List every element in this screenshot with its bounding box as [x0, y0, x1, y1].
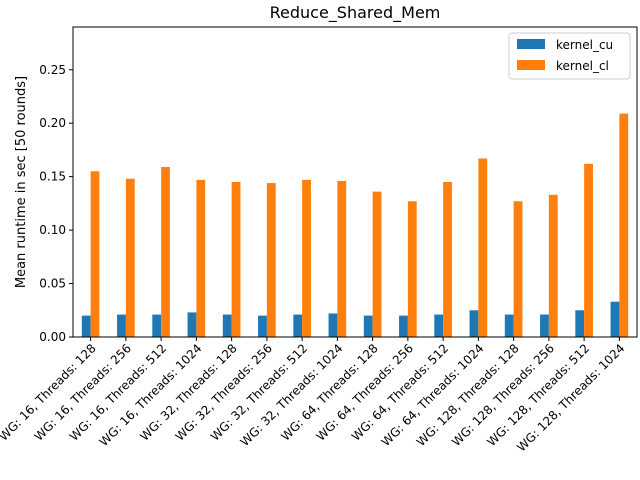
bar-kernel_cl-4 [231, 182, 241, 337]
y-tick-label-1: 0.05 [39, 277, 66, 291]
bar-kernel_cl-6 [302, 179, 311, 337]
legend: kernel_cu kernel_cl [508, 32, 631, 80]
bar-kernel_cl-1 [125, 178, 135, 337]
legend-label-kernel_cu: kernel_cu [556, 38, 613, 52]
bar-kernel_cl-12 [513, 201, 523, 337]
bar-kernel_cu-11 [469, 310, 479, 337]
bar-kernel_cu-3 [187, 312, 197, 337]
legend-swatch-kernel_cu [517, 39, 545, 49]
bar-kernel_cl-14 [584, 163, 593, 337]
legend-swatch-kernel_cl [517, 60, 545, 70]
bar-kernel_cl-3 [196, 179, 206, 337]
bars-layer [81, 113, 629, 337]
bar-kernel_cu-9 [399, 315, 408, 337]
bar-kernel_cl-9 [407, 201, 417, 337]
bar-kernel_cl-10 [443, 182, 452, 337]
bar-kernel_cu-7 [328, 313, 338, 337]
bar-kernel_cl-15 [619, 113, 629, 337]
bar-kernel_cu-2 [152, 314, 162, 337]
bar-kernel_cl-5 [266, 183, 276, 337]
bar-kernel_cl-0 [90, 171, 100, 337]
bar-kernel_cu-8 [363, 315, 373, 337]
bar-kernel_cl-13 [548, 194, 558, 337]
bar-kernel_cu-14 [575, 310, 585, 337]
bar-kernel_cu-6 [293, 314, 303, 337]
y-tick-label-2: 0.10 [39, 223, 66, 237]
y-tick-label-0: 0.00 [39, 330, 66, 344]
bar-kernel_cu-0 [81, 315, 91, 337]
bar-kernel_cu-15 [610, 301, 620, 337]
y-tick-label-4: 0.20 [39, 116, 66, 130]
bar-kernel_cl-11 [478, 158, 488, 337]
bar-kernel_cu-1 [117, 314, 126, 337]
y-axis-label: Mean runtime in sec [50 rounds] [14, 76, 29, 288]
chart-title: Reduce_Shared_Mem [270, 3, 441, 23]
bar-kernel_cl-7 [337, 180, 347, 337]
legend-label-kernel_cl: kernel_cl [556, 59, 609, 73]
bar-kernel_cu-12 [504, 314, 514, 337]
y-tick-label-5: 0.25 [39, 63, 66, 77]
bar-kernel_cl-2 [161, 167, 170, 337]
plot-frame [72, 26, 638, 338]
bar-kernel_cl-8 [372, 191, 382, 337]
bar-kernel_cu-5 [258, 315, 267, 337]
bar-kernel_cu-4 [222, 314, 232, 337]
bar-kernel_cu-10 [434, 314, 444, 337]
y-tick-label-3: 0.15 [39, 170, 66, 184]
bar-kernel_cu-13 [540, 314, 549, 337]
